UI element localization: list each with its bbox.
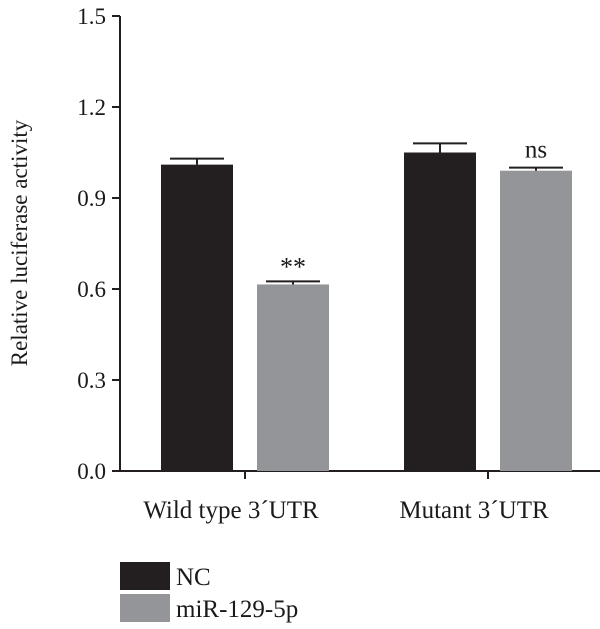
y-axis-label: Relative luciferase activity [7,119,32,366]
legend: NC miR-129-5p [120,562,298,623]
significance-annotations: ** ns [280,137,547,282]
significance-label: ** [280,252,306,281]
legend-label: NC [176,564,211,591]
y-tick-label: 0.3 [77,368,106,393]
y-tick-label: 0.0 [77,459,106,484]
y-tick-label: 0.9 [77,186,106,211]
bar [257,284,329,471]
y-tick-label: 1.5 [77,4,106,29]
y-tick-label: 1.2 [77,95,106,120]
significance-label: ns [525,137,547,164]
axes: 0.0 0.3 0.6 0.9 1.2 1.5 Wild type 3´UTR Mutant … [77,4,600,524]
error-bars [170,142,563,285]
bar [161,164,233,471]
legend-label: miR-129-5p [176,596,298,623]
y-tick-label: 0.6 [77,277,106,302]
legend-swatch [120,562,170,590]
legend-swatch [120,594,170,622]
x-tick-label: Wild type 3´UTR [143,497,319,524]
bar [500,170,572,471]
bars [161,152,572,471]
x-tick-label: Mutant 3´UTR [399,497,549,524]
bar [404,152,476,471]
